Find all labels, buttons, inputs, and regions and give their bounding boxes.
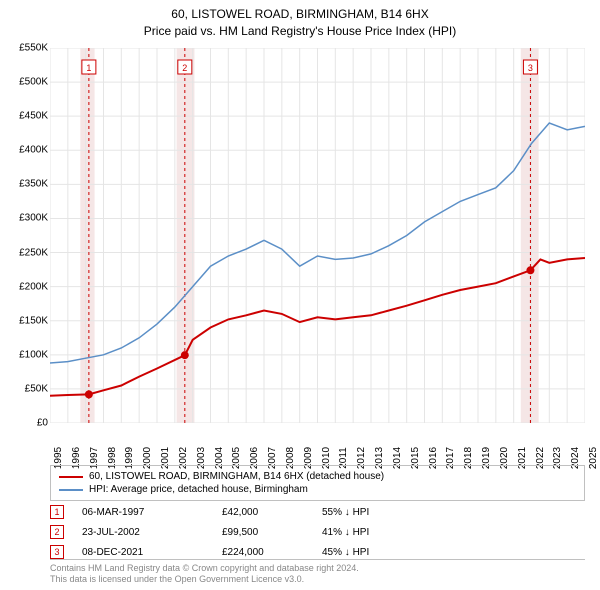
sale-markers-table: 1 06-MAR-1997£42,00055% ↓ HPI 2 23-JUL-2002… bbox=[50, 502, 585, 562]
marker-table-row: 2 23-JUL-2002£99,50041% ↓ HPI bbox=[50, 522, 585, 542]
y-tick-label: £50K bbox=[8, 383, 48, 394]
y-axis-labels: £0£50K£100K£150K£200K£250K£300K£350K£400… bbox=[8, 48, 48, 423]
footer-attribution: Contains HM Land Registry data © Crown c… bbox=[50, 559, 585, 586]
marker-pct: 55% ↓ HPI bbox=[322, 507, 442, 518]
y-tick-label: £350K bbox=[8, 179, 48, 190]
chart-title: 60, LISTOWEL ROAD, BIRMINGHAM, B14 6HX P… bbox=[0, 0, 600, 40]
marker-price: £224,000 bbox=[222, 547, 322, 558]
y-tick-label: £500K bbox=[8, 77, 48, 88]
marker-number-box: 3 bbox=[50, 545, 64, 559]
legend: 60, LISTOWEL ROAD, BIRMINGHAM, B14 6HX (… bbox=[50, 465, 585, 501]
legend-swatch bbox=[59, 489, 83, 491]
title-line-2: Price paid vs. HM Land Registry's House … bbox=[0, 23, 600, 40]
svg-text:2: 2 bbox=[182, 63, 187, 73]
y-tick-label: £200K bbox=[8, 281, 48, 292]
y-tick-label: £0 bbox=[8, 418, 48, 429]
legend-swatch bbox=[59, 476, 83, 478]
svg-text:1: 1 bbox=[86, 63, 91, 73]
marker-date: 06-MAR-1997 bbox=[82, 507, 222, 518]
y-tick-label: £250K bbox=[8, 247, 48, 258]
marker-number-box: 2 bbox=[50, 525, 64, 539]
y-tick-label: £300K bbox=[8, 213, 48, 224]
x-axis-labels: 1995199619971998199920002001200220032004… bbox=[50, 428, 585, 462]
marker-number-box: 1 bbox=[50, 505, 64, 519]
marker-pct: 41% ↓ HPI bbox=[322, 527, 442, 538]
svg-text:3: 3 bbox=[528, 63, 533, 73]
y-tick-label: £100K bbox=[8, 349, 48, 360]
marker-price: £42,000 bbox=[222, 507, 322, 518]
plot-area: 1 2 3 bbox=[50, 48, 585, 423]
marker-date: 08-DEC-2021 bbox=[82, 547, 222, 558]
marker-table-row: 1 06-MAR-1997£42,00055% ↓ HPI bbox=[50, 502, 585, 522]
legend-item: HPI: Average price, detached house, Birm… bbox=[59, 483, 576, 496]
legend-label: HPI: Average price, detached house, Birm… bbox=[89, 484, 308, 495]
legend-label: 60, LISTOWEL ROAD, BIRMINGHAM, B14 6HX (… bbox=[89, 471, 384, 482]
y-tick-label: £550K bbox=[8, 43, 48, 54]
marker-date: 23-JUL-2002 bbox=[82, 527, 222, 538]
chart-container: 60, LISTOWEL ROAD, BIRMINGHAM, B14 6HX P… bbox=[0, 0, 600, 590]
marker-price: £99,500 bbox=[222, 527, 322, 538]
y-tick-label: £400K bbox=[8, 145, 48, 156]
legend-item: 60, LISTOWEL ROAD, BIRMINGHAM, B14 6HX (… bbox=[59, 470, 576, 483]
title-line-1: 60, LISTOWEL ROAD, BIRMINGHAM, B14 6HX bbox=[0, 6, 600, 23]
plot-svg: 1 2 3 bbox=[50, 48, 585, 423]
footer-line-1: Contains HM Land Registry data © Crown c… bbox=[50, 563, 585, 575]
y-tick-label: £450K bbox=[8, 111, 48, 122]
x-tick-label: 2025 bbox=[588, 447, 599, 469]
marker-pct: 45% ↓ HPI bbox=[322, 547, 442, 558]
footer-line-2: This data is licensed under the Open Gov… bbox=[50, 574, 585, 586]
y-tick-label: £150K bbox=[8, 315, 48, 326]
